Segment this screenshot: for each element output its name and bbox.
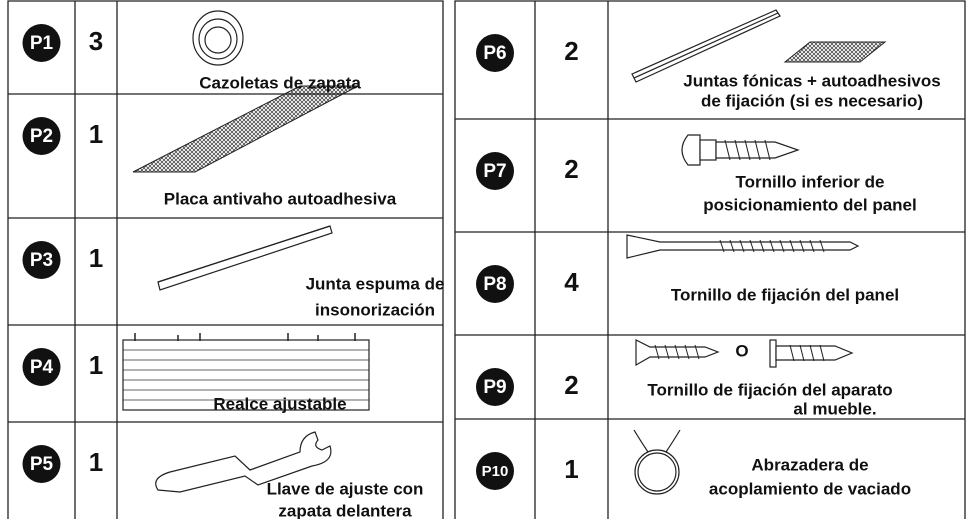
quantity: 1 — [89, 243, 103, 273]
quantity: 1 — [89, 350, 103, 380]
part-label: Tornillo de fijación del panel — [671, 285, 899, 304]
part-badge — [476, 34, 514, 72]
quantity: 1 — [564, 454, 578, 484]
quantity: 3 — [89, 26, 103, 56]
part-label: Placa antivaho autoadhesiva — [164, 189, 397, 208]
part-badge — [22, 241, 61, 279]
separator: O — [735, 341, 748, 360]
part-label: Cazoletas de zapata — [199, 73, 361, 92]
part-code: P1 — [30, 33, 54, 54]
quantity: 2 — [564, 36, 578, 66]
quantity: 4 — [564, 267, 579, 297]
part-label: insonorización — [315, 300, 435, 319]
illustrations — [122, 9, 887, 495]
part-badge — [476, 265, 514, 303]
part-badge — [22, 445, 61, 483]
part-badge — [22, 348, 61, 386]
part-badge — [476, 152, 514, 190]
part-label: zapata delantera — [278, 501, 412, 519]
part-code: P7 — [483, 161, 506, 182]
part-badge — [22, 117, 61, 155]
part-label: posicionamiento del panel — [703, 195, 916, 214]
part-label: Junta espuma de — [306, 274, 445, 293]
part-label: Realce ajustable — [213, 394, 346, 413]
part-code: P2 — [30, 126, 53, 147]
part-code: P4 — [30, 357, 54, 378]
quantity: 1 — [89, 447, 103, 477]
part-label: de fijación (si es necesario) — [701, 91, 923, 110]
part-label: Abrazadera de — [751, 455, 868, 474]
part-code: P8 — [483, 274, 506, 295]
part-code: P9 — [483, 377, 506, 398]
part-label: al mueble. — [793, 399, 876, 418]
part-code: P10 — [482, 463, 509, 480]
part-badge — [476, 368, 514, 406]
part-code: P3 — [30, 250, 53, 271]
part-label: Tornillo de fijación del aparato — [647, 380, 892, 399]
quantity: 2 — [564, 154, 578, 184]
part-badge — [476, 452, 514, 490]
tables: P1 3 Cazoletas de zapata P2 1 Placa antivaho … — [7, 0, 966, 519]
part-label: Juntas fónicas + autoadhesivos — [683, 71, 940, 90]
part-badge — [22, 24, 61, 62]
quantity: 1 — [89, 119, 103, 149]
part-label: Tornillo inferior de — [736, 172, 885, 191]
part-code: P5 — [30, 454, 54, 475]
table-border — [454, 0, 966, 519]
part-label: acoplamiento de vaciado — [709, 479, 911, 498]
table-border — [7, 0, 444, 519]
quantity: 2 — [564, 370, 578, 400]
part-label: Llave de ajuste con — [267, 479, 424, 498]
part-code: P6 — [483, 43, 506, 64]
